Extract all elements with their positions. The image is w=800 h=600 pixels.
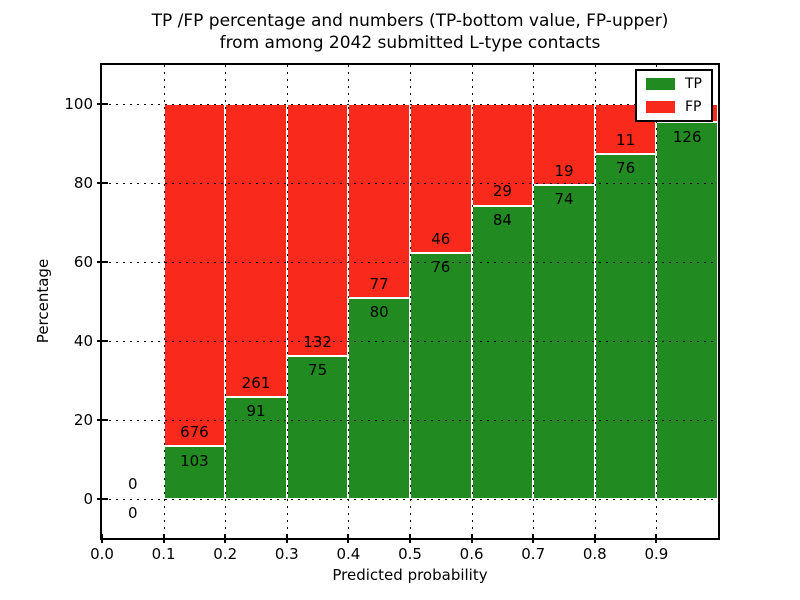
x-tick-0.6 [470,534,473,543]
x-tick-0.8 [593,534,596,543]
y-tick-60 [97,261,108,264]
v-gridline-0.3 [286,65,288,538]
v-gridline-0.7 [533,65,535,538]
x-tick-label-0.2: 0.2 [213,545,238,563]
y-tick-label-80: 80 [73,174,93,193]
fp-color-swatch [646,101,675,113]
tp-bar-segment-2 [225,396,287,499]
tp-bar-segment-5 [410,253,472,499]
tp-count-label-0: 0 [128,503,138,522]
tp-count-label-2: 91 [246,401,266,420]
v-gridline-0.8 [594,65,596,538]
x-tick-0.2 [224,534,227,543]
x-tick-0.5 [409,534,411,543]
y-tick-label-60: 60 [73,253,93,272]
v-gridline-0.2 [225,65,227,538]
y-tick-80 [97,182,108,185]
tp-count-label-5: 76 [431,258,451,277]
v-gridline-0.4 [348,65,350,538]
tp-bar-segment-1 [163,446,226,499]
legend: TP FP [635,69,713,122]
fp-count-label-3: 132 [303,332,332,351]
x-tick-label-0.0: 0.0 [90,545,114,563]
chart-title-line1: TP /FP percentage and numbers (TP-bottom… [151,11,669,31]
tp-count-label-6: 84 [492,210,512,229]
x-tick-label-0.4: 0.4 [336,545,361,563]
x-tick-label-0.9: 0.9 [644,545,669,563]
chart-title-line2: from among 2042 submitted L-type contact… [219,33,601,53]
y-tick-label-20: 20 [73,410,93,429]
fp-count-label-6: 29 [492,182,512,201]
legend-entry-tp: TP [646,77,702,91]
x-tick-label-0.5: 0.5 [398,545,422,563]
x-tick-label-0.3: 0.3 [274,545,299,563]
x-tick-0.3 [285,534,288,543]
fp-bar-segment-3 [286,104,349,356]
v-gridline-0.9 [656,65,658,538]
fp-count-label-0: 0 [128,475,138,494]
legend-entry-fp: FP [646,100,702,114]
tp-count-label-8: 76 [616,159,636,178]
y-tick-label-100: 100 [64,95,93,114]
plot-inner: 0 0 676 103 261 91 132 75 77 80 46 76 29 84 19 74 11 76 12… [64,65,718,563]
y-tick-label-0: 0 [83,489,93,508]
x-tick-0.9 [655,534,658,543]
y-axis-label: Percentage [34,258,52,344]
chart-title: TP /FP percentage and numbers (TP-bottom… [100,10,720,54]
v-gridline-0.5 [410,65,411,538]
x-tick-label-0.8: 0.8 [582,545,607,563]
x-tick-label-0.1: 0.1 [151,545,176,563]
x-tick-0.7 [532,534,535,543]
fp-bar-segment-5 [410,104,472,253]
y-tick-label-40: 40 [73,331,93,350]
y-tick-20 [97,418,108,421]
tp-bar-segment-4 [348,297,410,499]
plot-area: 0 0 676 103 261 91 132 75 77 80 46 76 29 84 19 74 11 76 12… [64,63,720,563]
fp-bar-segment-4 [348,104,410,298]
y-tick-0 [97,497,108,500]
fp-count-label-5: 46 [431,229,451,248]
x-tick-label-0.7: 0.7 [521,545,546,563]
fp-count-label-8: 11 [616,131,636,150]
tp-color-swatch [646,78,675,90]
fp-bar-segment-2 [225,104,287,397]
x-tick-0.0 [101,534,103,543]
fp-bar-segment-1 [163,104,226,447]
legend-label-fp: FP [685,99,702,115]
x-axis-label: Predicted probability [332,566,488,584]
legend-label-tp: TP [685,76,702,92]
fp-count-label-1: 676 [180,423,209,442]
y-tick-40 [97,339,108,342]
tp-bar-segment-6 [471,205,534,499]
tp-count-label-4: 80 [369,302,389,321]
v-gridline-0.1 [163,65,165,538]
tp-count-label-7: 74 [554,190,574,209]
tp-count-label-3: 75 [308,360,328,379]
x-tick-label-0.6: 0.6 [459,545,484,563]
v-gridline-0.6 [471,65,473,538]
fp-count-label-2: 261 [241,373,271,392]
x-tick-0.1 [162,534,165,543]
fp-count-label-7: 19 [554,161,574,180]
y-tick-100 [97,103,108,106]
fp-count-label-4: 77 [369,274,389,293]
tp-count-label-9: 126 [672,127,702,146]
tp-bar-segment-8 [594,154,657,499]
tp-count-label-1: 103 [180,451,209,470]
x-tick-0.4 [347,534,350,543]
tp-bar-segment-9 [656,122,718,499]
